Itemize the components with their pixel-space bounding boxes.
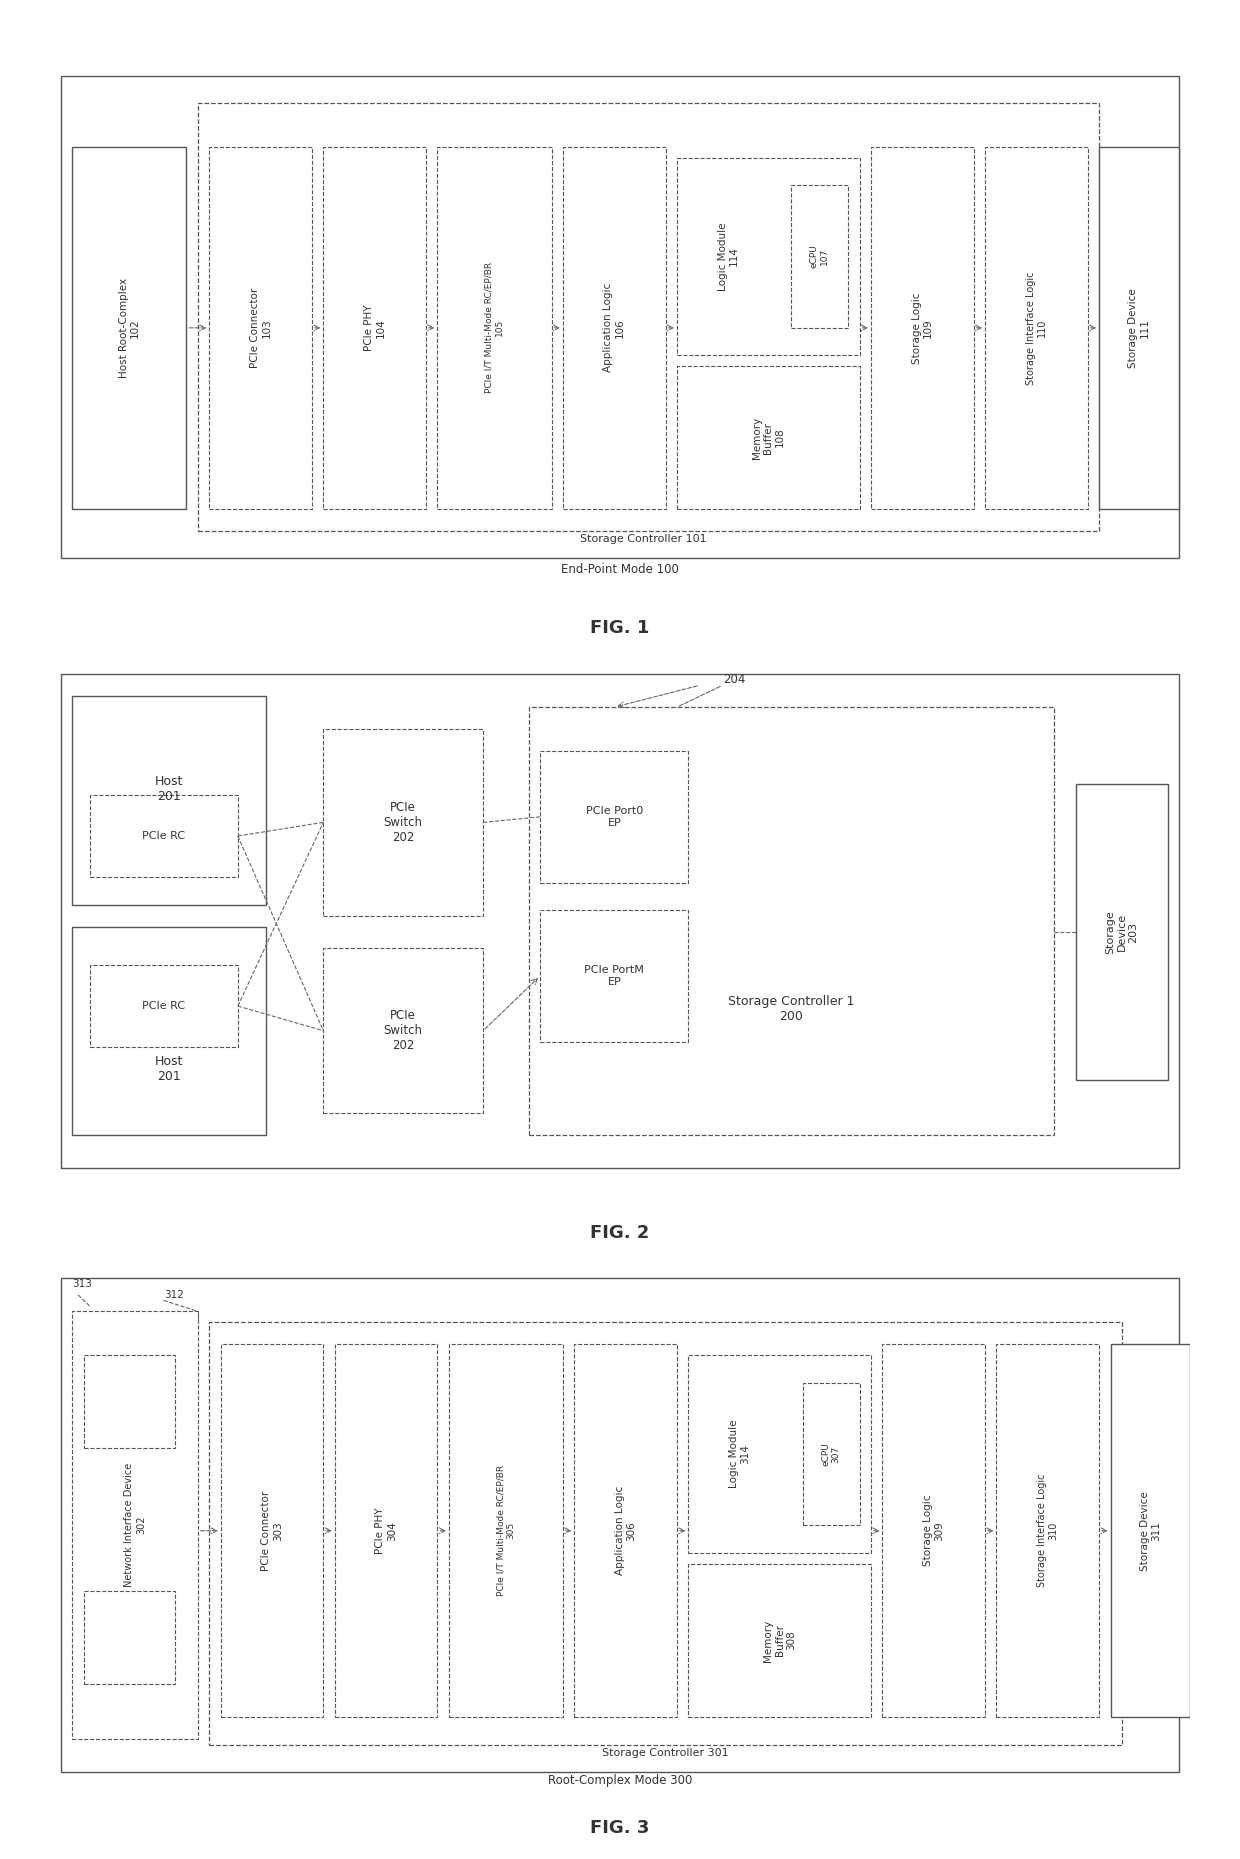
Bar — [210, 1322, 1122, 1744]
Bar — [1076, 784, 1168, 1080]
Bar — [1111, 1344, 1190, 1718]
Bar — [688, 1355, 870, 1552]
Bar — [802, 1383, 859, 1524]
Text: Storage Logic
309: Storage Logic 309 — [923, 1495, 945, 1567]
Text: FIG. 1: FIG. 1 — [590, 619, 650, 638]
Bar — [438, 147, 552, 509]
Text: FIG. 3: FIG. 3 — [590, 1818, 650, 1837]
Bar — [883, 1344, 985, 1718]
Text: PCIe I/T Multi-Mode RC/EP/BR
105: PCIe I/T Multi-Mode RC/EP/BR 105 — [485, 262, 505, 394]
Text: PCIe PHY
304: PCIe PHY 304 — [376, 1508, 397, 1554]
Text: PCIe Connector
103: PCIe Connector 103 — [249, 288, 272, 368]
Bar — [335, 1344, 438, 1718]
Text: PCIe PHY
104: PCIe PHY 104 — [363, 305, 386, 351]
Text: PCIe
Switch
202: PCIe Switch 202 — [383, 1009, 423, 1052]
Bar — [72, 697, 267, 905]
Text: End-Point Mode 100: End-Point Mode 100 — [560, 563, 680, 576]
Bar — [72, 147, 186, 509]
Bar — [541, 911, 688, 1041]
Text: PCIe RC: PCIe RC — [143, 831, 185, 840]
Bar — [791, 186, 848, 327]
Text: PCIe Connector
303: PCIe Connector 303 — [262, 1491, 283, 1571]
Text: PCIe I/T Multi-Mode RC/EP/BR
305: PCIe I/T Multi-Mode RC/EP/BR 305 — [496, 1465, 516, 1597]
Bar — [677, 158, 859, 355]
Text: PCIe Port0
EP: PCIe Port0 EP — [585, 807, 642, 827]
Text: Storage Interface Logic
310: Storage Interface Logic 310 — [1037, 1474, 1059, 1588]
Text: Storage Controller 101: Storage Controller 101 — [579, 534, 706, 545]
Text: PCIe
Switch
202: PCIe Switch 202 — [383, 801, 423, 844]
Bar — [72, 926, 267, 1134]
Text: 204: 204 — [723, 673, 745, 686]
Text: PCIe PortM
EP: PCIe PortM EP — [584, 965, 645, 987]
Bar — [985, 147, 1087, 509]
Bar — [449, 1344, 563, 1718]
Bar — [1099, 147, 1179, 509]
Text: Logic Module
114: Logic Module 114 — [718, 223, 739, 290]
Text: Storage Controller 301: Storage Controller 301 — [603, 1747, 729, 1759]
Bar — [198, 102, 1099, 532]
Text: Application Logic
306: Application Logic 306 — [615, 1485, 636, 1575]
Bar — [89, 965, 238, 1047]
Bar — [528, 706, 1054, 1134]
Text: Logic Module
314: Logic Module 314 — [729, 1420, 750, 1489]
Bar — [84, 1355, 175, 1448]
Text: Storage Device
311: Storage Device 311 — [1140, 1491, 1162, 1571]
Text: Host Root-Complex
102: Host Root-Complex 102 — [119, 277, 140, 377]
Text: FIG. 2: FIG. 2 — [590, 1223, 650, 1242]
Text: Host
201: Host 201 — [155, 1056, 184, 1084]
Text: 313: 313 — [72, 1279, 92, 1288]
Bar — [541, 751, 688, 883]
Bar — [221, 1344, 324, 1718]
Bar — [997, 1344, 1099, 1718]
Text: Memory
Buffer
308: Memory Buffer 308 — [763, 1619, 796, 1662]
Text: eCPU
307: eCPU 307 — [821, 1443, 841, 1465]
Text: Storage Interface Logic
110: Storage Interface Logic 110 — [1025, 271, 1048, 385]
Text: Storage Logic
109: Storage Logic 109 — [911, 292, 934, 364]
Bar — [89, 796, 238, 877]
Text: eCPU
107: eCPU 107 — [810, 245, 830, 268]
Bar — [324, 729, 484, 916]
Bar — [210, 147, 312, 509]
Text: Storage
Device
203: Storage Device 203 — [1105, 911, 1138, 954]
Text: Application Logic
106: Application Logic 106 — [604, 283, 625, 372]
Text: Storage Controller 1
200: Storage Controller 1 200 — [728, 995, 854, 1022]
Bar — [324, 147, 427, 509]
Bar — [72, 1311, 198, 1740]
Text: Host
201: Host 201 — [155, 775, 184, 803]
Bar — [84, 1591, 175, 1684]
Text: 312: 312 — [164, 1290, 184, 1299]
Text: PCIe RC: PCIe RC — [143, 1000, 185, 1011]
Text: Memory
Buffer
108: Memory Buffer 108 — [751, 416, 785, 459]
Bar — [574, 1344, 677, 1718]
Bar — [324, 948, 484, 1114]
Bar — [563, 147, 666, 509]
Bar — [61, 76, 1179, 558]
Text: Storage Device
111: Storage Device 111 — [1128, 288, 1149, 368]
Text: Root-Complex Mode 300: Root-Complex Mode 300 — [548, 1773, 692, 1786]
Text: Network Interface Device
302: Network Interface Device 302 — [124, 1463, 146, 1588]
Bar — [677, 366, 859, 509]
Bar — [688, 1563, 870, 1718]
Bar — [870, 147, 973, 509]
